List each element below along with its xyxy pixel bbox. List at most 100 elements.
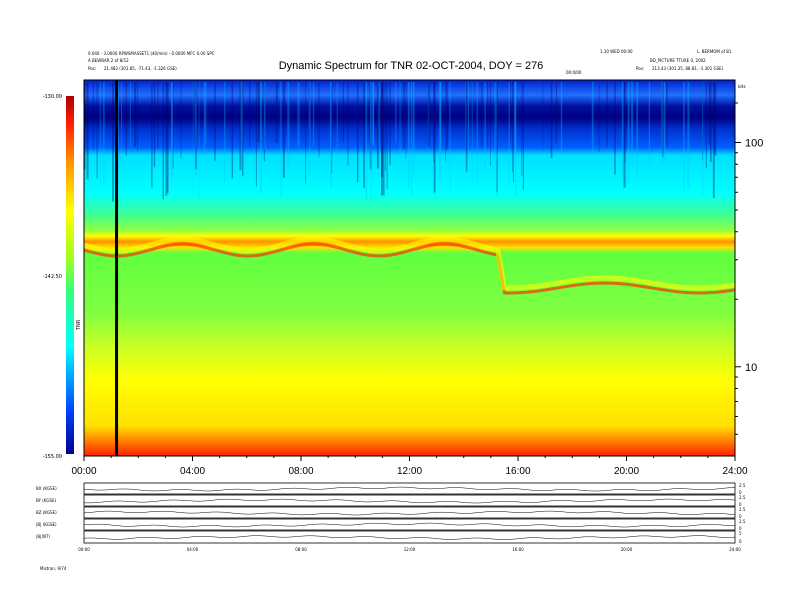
spectrogram-streak [449, 82, 451, 191]
x-tick-label: 20:00 [614, 466, 639, 477]
panel-right-tick: 2.5 [739, 507, 746, 512]
spectrogram-streak [598, 82, 600, 152]
spectrogram-streak [386, 82, 388, 189]
panel-x-tick-label: 00:00 [78, 547, 90, 552]
spectrogram-streak [512, 82, 514, 183]
spectral-red-band [83, 242, 736, 295]
spectrogram-streak [370, 82, 372, 201]
spectrogram-streak [399, 82, 401, 167]
x-tick-label: 16:00 [505, 466, 530, 477]
spectrogram-streak [410, 82, 413, 195]
panel-trace [83, 486, 736, 492]
spectrogram-streak [92, 82, 94, 150]
header-right-line1b: L. BERMOM of 81 [697, 49, 732, 54]
spectrogram-streak [511, 82, 513, 172]
spectrogram-streak [165, 82, 168, 196]
spectrogram-streak [648, 82, 650, 166]
spectrogram-streak [710, 82, 712, 163]
spectrogram-streak [308, 82, 311, 148]
spectrogram-plot [83, 79, 736, 457]
panel-trace [83, 498, 736, 504]
spectrogram-streak [103, 82, 105, 185]
header-right-pos: 213.43 (301.35, 88.81, -1.301 GSE) [652, 66, 724, 71]
spectrogram-streak [117, 82, 119, 171]
spectrogram-streak [495, 82, 497, 197]
spectrogram-streak [521, 82, 523, 176]
spectrogram-streak [405, 82, 407, 159]
spectrogram-streak [484, 82, 486, 170]
spectrogram-streak [180, 82, 182, 159]
panel-frame [83, 518, 736, 531]
panel-x-tick-label: 08:00 [295, 547, 307, 552]
spectrogram-streak [151, 82, 153, 188]
spectrogram-streak [370, 82, 372, 175]
spectrogram-streak [465, 82, 468, 172]
panel-trace [83, 510, 736, 516]
spectrogram-streak [312, 82, 315, 147]
spectrogram-streak [714, 82, 717, 156]
colorbar-max-label: -130.00 [43, 94, 62, 100]
spectrogram-streak [381, 82, 384, 178]
spectrogram-streak [446, 82, 448, 150]
spectrogram-streak [687, 82, 690, 187]
chart-title: Dynamic Spectrum for TNR 02-OCT-2004, DO… [279, 60, 544, 72]
spectrogram-streak [194, 82, 197, 177]
spectrogram-streak [297, 82, 299, 147]
spectrogram-streak [407, 82, 410, 190]
colorbar-min-label: -155.00 [43, 454, 62, 460]
spectrogram-streak [513, 82, 516, 156]
spectrogram-streak [129, 82, 131, 148]
spectrogram-streak [318, 82, 320, 157]
panel-trace [83, 522, 735, 528]
spectrogram-streak [550, 82, 553, 159]
spectrogram-streak [342, 82, 344, 143]
spectrogram-streak [239, 82, 242, 171]
footer-label: Mistran, 9/74 [40, 566, 67, 571]
spectrogram-streak [162, 82, 164, 200]
spectrogram-streak [308, 82, 311, 176]
colorbar [66, 96, 74, 454]
spectrogram-streak [192, 82, 194, 193]
spectral-yellow-band [83, 236, 736, 291]
spectrogram-streak [372, 82, 374, 144]
spectrogram-streak [84, 82, 86, 170]
x-tick-label: 08:00 [288, 466, 313, 477]
spectrogram-streak [427, 82, 430, 148]
spectrogram-streak [249, 82, 251, 148]
spectrogram-streak [440, 82, 442, 152]
x-tick-label: 24:00 [722, 466, 747, 477]
spectrogram-streak [708, 82, 711, 145]
spectrogram-streak [280, 82, 282, 197]
panel-label: BY (KGSE) [36, 498, 57, 503]
time-marker-line [115, 80, 119, 456]
y-axis: 100 10 [735, 102, 763, 435]
panel-right-tick: 2.5 [739, 495, 746, 500]
spectrogram-streak [336, 82, 338, 161]
spectrogram-streak [112, 82, 114, 202]
spectrogram-streak [203, 82, 206, 156]
spectrogram-streak [514, 82, 517, 197]
spectrogram-streak [193, 82, 195, 147]
spectrogram-streak [372, 82, 374, 147]
spectrogram-streak [329, 82, 333, 188]
panel-right-tick: 0 [739, 514, 742, 519]
spectrogram-streak [166, 82, 169, 194]
spectrogram-streak [487, 82, 489, 148]
spectrogram-streak [369, 82, 372, 170]
spectrogram-streak [542, 82, 544, 150]
spectrogram-streak [403, 82, 405, 149]
spectrogram-streak [231, 82, 234, 179]
header-center-note: 00:0/00 [566, 70, 582, 75]
spectrogram-streak [171, 82, 174, 178]
spectrogram-streak [465, 82, 467, 148]
spectrogram-streak [305, 82, 307, 184]
spectrogram-streak [481, 82, 483, 148]
spectrogram-streak [134, 82, 137, 147]
spectrogram-streak [496, 82, 498, 193]
unit-label: kHz [738, 84, 745, 89]
panel-label: |B| (KGSE) [36, 522, 57, 527]
spectrogram-streak [389, 82, 391, 165]
spectrogram-streak [198, 82, 200, 199]
spectrogram-streak [153, 82, 156, 168]
